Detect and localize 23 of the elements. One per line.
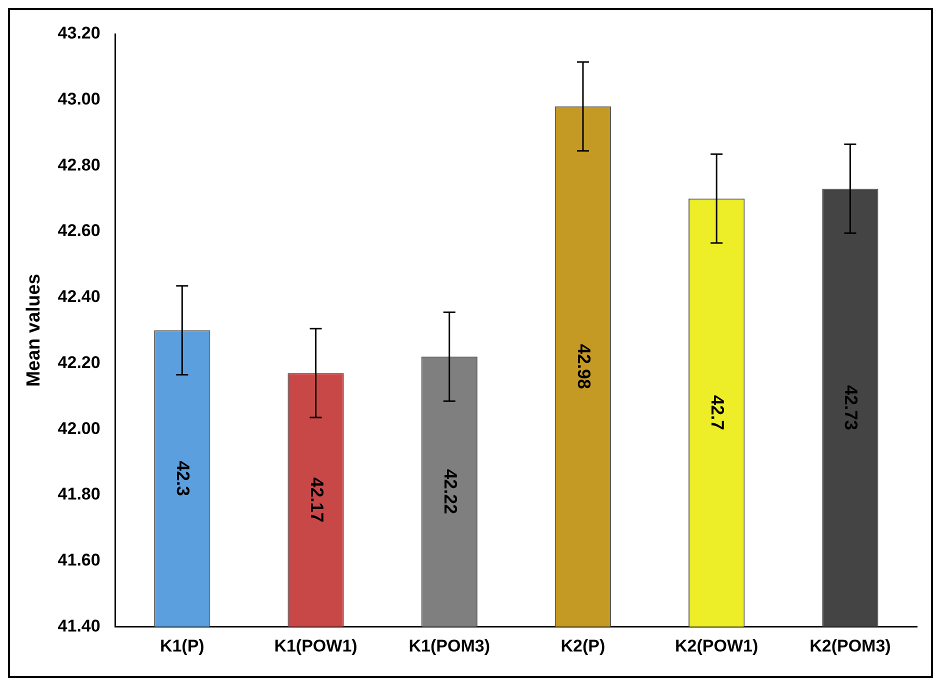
data-label: 42.73 bbox=[841, 385, 862, 430]
x-tick-label: K2(POM3) bbox=[810, 636, 891, 656]
y-tick-label: 42.80 bbox=[58, 155, 100, 174]
y-tick-label: 43.00 bbox=[58, 90, 100, 109]
data-label: 42.98 bbox=[574, 344, 594, 390]
x-tick-label: K1(P) bbox=[160, 636, 204, 656]
y-tick-label: 42.00 bbox=[58, 418, 100, 438]
y-tick-label: 41.80 bbox=[58, 484, 100, 504]
y-tick-label: 41.40 bbox=[58, 616, 100, 636]
x-tick-label: K2(POW1) bbox=[675, 636, 758, 656]
data-label: 42.22 bbox=[440, 469, 460, 514]
data-label: 42.17 bbox=[306, 477, 327, 522]
y-axis-title: Mean values bbox=[24, 274, 45, 387]
y-tick-label: 42.20 bbox=[58, 352, 100, 372]
y-tick-label: 42.60 bbox=[58, 221, 100, 240]
x-tick-label: K1(POW1) bbox=[274, 636, 358, 656]
y-tick-label: 41.60 bbox=[58, 550, 100, 570]
y-tick-label: 42.40 bbox=[58, 287, 100, 306]
data-label: 42.3 bbox=[173, 460, 194, 496]
data-label: 42.7 bbox=[708, 395, 728, 430]
y-tick-label: 43.20 bbox=[58, 24, 100, 43]
x-tick-label: K1(POM3) bbox=[408, 636, 490, 656]
x-tick-label: K2(P) bbox=[560, 636, 606, 656]
